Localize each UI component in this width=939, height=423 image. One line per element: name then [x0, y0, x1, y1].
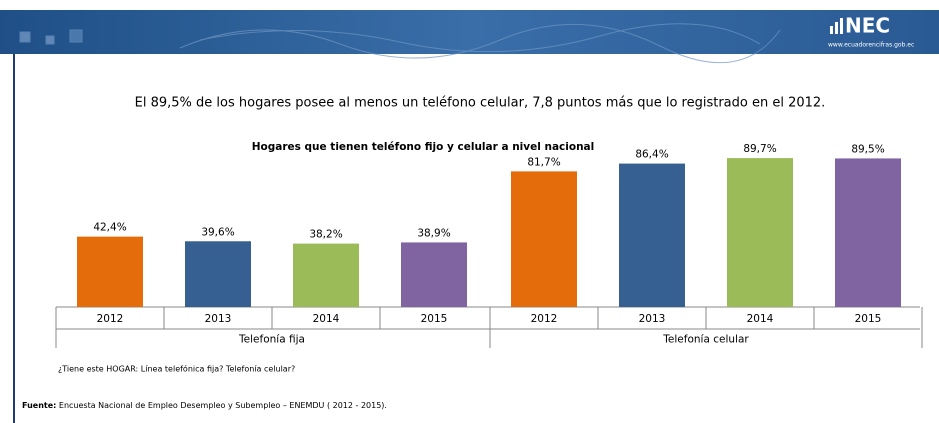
category-label: 2014 [747, 313, 774, 325]
value-label: 38,9% [417, 227, 450, 239]
bar [511, 171, 577, 307]
category-label: 2012 [531, 313, 558, 325]
bar [835, 158, 901, 307]
value-label: 86,4% [635, 149, 668, 161]
chart-title: Hogares que tienen teléfono fijo y celul… [252, 141, 595, 153]
group-label: Telefonía celular [662, 334, 749, 346]
subtitle: El 89,5% de los hogares posee al menos u… [135, 96, 826, 111]
category-label: 2013 [205, 313, 232, 325]
group-label: Telefonía fija [238, 334, 305, 346]
note: ¿Tiene este HOGAR: Línea telefónica fija… [58, 364, 295, 374]
value-label: 89,5% [851, 143, 884, 155]
value-label: 42,4% [93, 222, 126, 234]
category-label: 2015 [421, 313, 448, 325]
bar [401, 242, 467, 307]
category-label: 2014 [313, 313, 340, 325]
bar [185, 241, 251, 307]
category-label: 2015 [855, 313, 882, 325]
bar [77, 236, 143, 307]
logo-url: www.ecuadorencifras.gob.ec [828, 42, 914, 49]
value-label: 89,7% [743, 143, 776, 155]
bar [727, 158, 793, 307]
source: Fuente: Encuesta Nacional de Empleo Dese… [22, 401, 387, 410]
bar [619, 163, 685, 307]
banner-pattern [19, 23, 781, 64]
bar [293, 243, 359, 307]
source-label: Fuente: [22, 401, 56, 410]
logo-text: NEC [845, 14, 890, 38]
value-label: 38,2% [309, 229, 342, 241]
value-label: 81,7% [527, 156, 560, 168]
logo: NEC www.ecuadorencifras.gob.ec [828, 14, 914, 49]
source-text: Encuesta Nacional de Empleo Desempleo y … [59, 401, 387, 410]
banner [0, 10, 939, 54]
value-label: 39,6% [201, 226, 234, 238]
category-label: 2012 [97, 313, 124, 325]
category-label: 2013 [639, 313, 666, 325]
